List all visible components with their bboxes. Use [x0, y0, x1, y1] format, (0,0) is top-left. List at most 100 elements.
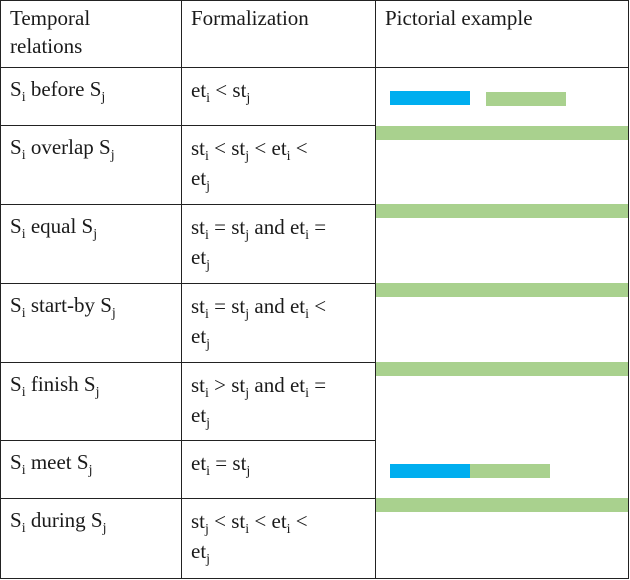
formula-text: et: [191, 245, 207, 269]
relation-cell: Si during Sj: [10, 506, 180, 536]
formalization-cell: sti > stj and eti = etj: [191, 370, 371, 431]
formula-text: et: [191, 539, 207, 563]
formula-text: = st: [210, 451, 247, 475]
relation-text: S: [10, 450, 22, 474]
relation-subscript: j: [95, 385, 100, 400]
formula-subscript: i: [205, 149, 209, 164]
column-divider-1: [181, 0, 182, 579]
header-line: Temporal: [10, 6, 91, 30]
formula-text: =: [309, 215, 327, 239]
formula-subscript: j: [246, 464, 251, 479]
formula-text: st: [191, 215, 206, 239]
formula-subscript: i: [305, 228, 310, 243]
formalization-cell: eti = stj: [191, 448, 371, 479]
interval-j-bar: [376, 498, 628, 512]
formula-text: < et: [249, 136, 287, 160]
header-temporal-relations: Temporal relations: [10, 4, 180, 60]
formula-line: stj < sti < eti <: [191, 506, 371, 537]
relation-cell: Si start-by Sj: [10, 291, 180, 321]
formula-subscript: j: [206, 179, 211, 194]
interval-j-bar: [376, 204, 628, 218]
interval-j-bar: [470, 464, 550, 478]
relation-cell: Si equal Sj: [10, 212, 180, 242]
formula-text: et: [191, 324, 207, 348]
formula-text: = st: [208, 294, 246, 318]
formula-line: eti = stj: [191, 448, 371, 479]
row-divider: [0, 204, 376, 205]
relation-text: before S: [25, 77, 102, 101]
relation-subscript: j: [101, 90, 106, 105]
formula-text: et: [191, 166, 207, 190]
formalization-cell: sti = stj and eti = etj: [191, 212, 371, 273]
relation-text: S: [10, 77, 22, 101]
formula-subscript: j: [245, 307, 250, 322]
table-border-top: [0, 0, 629, 1]
formula-subscript: i: [205, 228, 209, 243]
formula-subscript: j: [206, 416, 211, 431]
formula-subscript: i: [205, 307, 209, 322]
row-divider: [0, 283, 376, 284]
formula-text: < st: [210, 78, 247, 102]
formula-line: etj: [191, 536, 371, 567]
formula-subscript: i: [305, 307, 310, 322]
formula-text: <: [290, 136, 308, 160]
formalization-cell: eti < stj: [191, 75, 371, 106]
formula-text: st: [191, 509, 206, 533]
interval-j-bar: [376, 283, 628, 297]
relation-text: S: [10, 135, 22, 159]
formula-text: and et: [249, 215, 306, 239]
relation-subscript: i: [21, 90, 26, 105]
relation-subscript: j: [93, 227, 98, 242]
formula-subscript: j: [206, 258, 211, 273]
formula-text: and et: [249, 294, 306, 318]
interval-j-bar: [376, 126, 628, 140]
relation-text: overlap S: [25, 135, 111, 159]
relation-cell: Si meet Sj: [10, 448, 180, 478]
relation-subscript: i: [21, 227, 26, 242]
header-divider: [0, 67, 629, 68]
formula-line: sti = stj and eti =: [191, 212, 371, 243]
relation-subscript: i: [21, 148, 26, 163]
formula-line: etj: [191, 163, 371, 194]
interval-i-bar: [390, 91, 470, 105]
relation-text: S: [10, 214, 22, 238]
formula-line: etj: [191, 321, 371, 352]
formalization-cell: stj < sti < eti < etj: [191, 506, 371, 567]
formula-subscript: i: [286, 522, 291, 537]
formula-subscript: i: [305, 386, 310, 401]
formula-subscript: i: [205, 386, 209, 401]
relation-subscript: i: [21, 521, 26, 536]
interval-i-bar: [390, 464, 470, 478]
formula-subscript: j: [245, 149, 250, 164]
header-pictorial-example: Pictorial example: [385, 6, 533, 30]
formula-text: et: [191, 451, 207, 475]
header-line: relations: [10, 34, 83, 58]
formula-subscript: j: [206, 552, 211, 567]
relation-text: S: [10, 293, 22, 317]
formula-text: < st: [208, 136, 246, 160]
relation-subscript: i: [21, 306, 26, 321]
formula-text: > st: [208, 373, 246, 397]
relation-subscript: j: [102, 521, 107, 536]
relation-text: start-by S: [25, 293, 112, 317]
relation-text: during S: [25, 508, 103, 532]
formula-text: =: [309, 373, 327, 397]
formula-line: sti < stj < eti <: [191, 133, 371, 164]
formula-text: st: [191, 373, 206, 397]
formula-text: and et: [249, 373, 306, 397]
formula-line: sti = stj and eti <: [191, 291, 371, 322]
formalization-cell: sti = stj and eti < etj: [191, 291, 371, 352]
table-border-bottom: [0, 578, 629, 579]
formula-line: eti < stj: [191, 75, 371, 106]
formula-text: et: [191, 78, 207, 102]
table-border-right: [628, 0, 629, 579]
formula-text: <: [309, 294, 327, 318]
relation-subscript: i: [21, 385, 26, 400]
formula-subscript: j: [246, 91, 251, 106]
table-border-left: [0, 0, 1, 579]
formalization-cell: sti < stj < eti < etj: [191, 133, 371, 194]
relation-cell: Si overlap Sj: [10, 133, 180, 163]
relation-subscript: j: [111, 306, 116, 321]
row-divider: [0, 125, 376, 126]
